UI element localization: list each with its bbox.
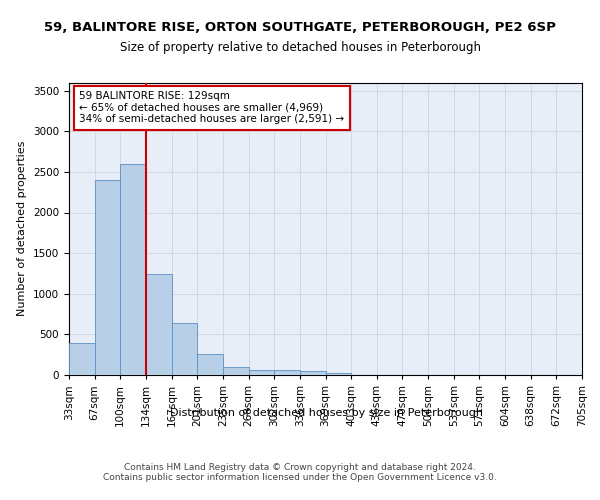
Text: Distribution of detached houses by size in Peterborough: Distribution of detached houses by size … — [170, 408, 484, 418]
Bar — [172, 323, 197, 375]
Bar — [69, 344, 95, 375]
Y-axis label: Number of detached properties: Number of detached properties — [17, 141, 28, 316]
Text: Size of property relative to detached houses in Peterborough: Size of property relative to detached ho… — [119, 41, 481, 54]
Bar — [325, 372, 351, 375]
Bar — [300, 371, 325, 375]
Text: 59 BALINTORE RISE: 129sqm
← 65% of detached houses are smaller (4,969)
34% of se: 59 BALINTORE RISE: 129sqm ← 65% of detac… — [79, 92, 344, 124]
Bar — [274, 370, 300, 375]
Bar — [248, 370, 274, 375]
Text: Contains HM Land Registry data © Crown copyright and database right 2024.
Contai: Contains HM Land Registry data © Crown c… — [103, 463, 497, 482]
Bar — [121, 164, 146, 375]
Bar — [197, 354, 223, 375]
Text: 59, BALINTORE RISE, ORTON SOUTHGATE, PETERBOROUGH, PE2 6SP: 59, BALINTORE RISE, ORTON SOUTHGATE, PET… — [44, 21, 556, 34]
Bar — [95, 180, 121, 375]
Bar — [223, 367, 248, 375]
Bar — [146, 274, 172, 375]
